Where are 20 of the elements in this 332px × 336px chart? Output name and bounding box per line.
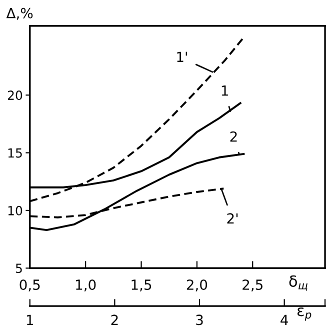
x-tick-label: 2,5: [242, 279, 262, 292]
x-tick-label: 0,5: [20, 279, 40, 292]
y-tick-label: 10: [8, 206, 22, 216]
y-axis-title: Δ,%: [6, 8, 33, 20]
x-tick-label: 1,5: [132, 280, 152, 292]
x2-axis-title: ε$_{p}$: [297, 307, 312, 321]
x2-tick-label: 1: [26, 314, 34, 325]
annotation: 1: [222, 86, 228, 96]
x2-tick-label: 2: [111, 314, 118, 325]
x-axis-title: δ$_{щ}$: [289, 275, 308, 291]
annotation: 2': [227, 213, 238, 224]
annotation: 1': [177, 52, 187, 62]
x-tick-label: 2,0: [186, 279, 208, 292]
x2-tick-label: 4: [280, 314, 288, 325]
annotation: 2: [230, 131, 237, 142]
y-tick-label: 15: [8, 148, 22, 158]
x2-tick-label: 3: [196, 314, 203, 326]
y-tick-label: 20: [8, 90, 22, 100]
y-tick-label: 5: [16, 264, 22, 274]
x-tick-label: 1,0: [76, 279, 96, 292]
